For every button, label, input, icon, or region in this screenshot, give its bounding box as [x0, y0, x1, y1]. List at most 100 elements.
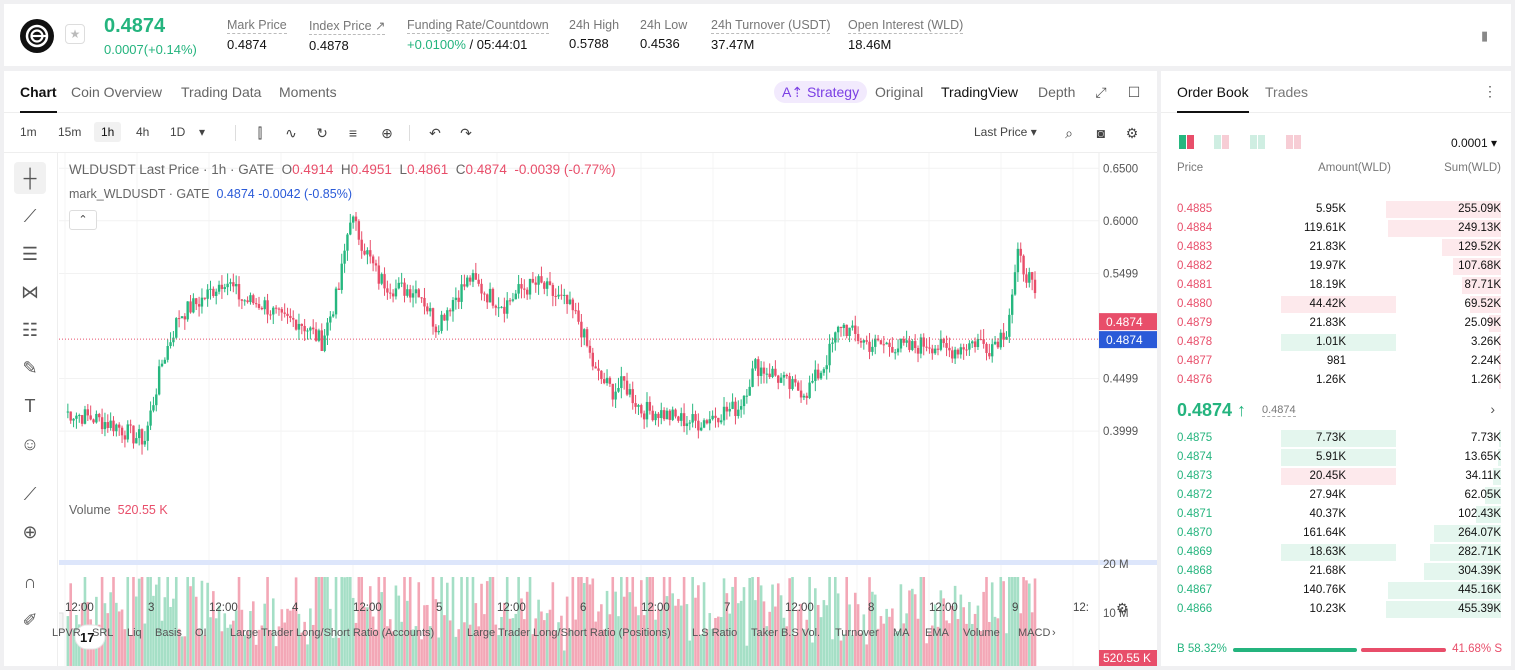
candle-type-icon[interactable]: ⫿: [257, 125, 263, 141]
camera-icon[interactable]: ◙: [1096, 125, 1106, 141]
bid-row[interactable]: 0.4875 7.73K 7.73K: [1161, 429, 1511, 448]
view-both-icon[interactable]: [1179, 135, 1195, 149]
ask-row[interactable]: 0.4876 1.26K 1.26K: [1161, 371, 1511, 390]
horizontal-lines-icon[interactable]: ☰: [21, 244, 39, 264]
template-icon[interactable]: ≡: [348, 125, 358, 141]
timeframe-4h[interactable]: 4h: [136, 125, 150, 139]
indicator-3[interactable]: Basis: [155, 627, 182, 639]
ask-row[interactable]: 0.4877 981 2.24K: [1161, 352, 1511, 371]
collapse-legend-button[interactable]: ⌃: [69, 210, 97, 230]
guide-book-icon[interactable]: ▮: [1481, 28, 1489, 43]
expand-icon[interactable]: ⤢: [1095, 84, 1107, 100]
indicator-8[interactable]: Taker B.S Vol.: [751, 627, 821, 639]
indicator-0[interactable]: LPVR: [52, 627, 81, 639]
chevron-right-icon[interactable]: ›: [1490, 401, 1495, 417]
fib-icon[interactable]: ☷: [21, 320, 39, 340]
window-icon[interactable]: ☐: [1127, 84, 1141, 100]
indicator-2[interactable]: Liq: [127, 627, 142, 639]
timeframe-1h[interactable]: 1h: [94, 122, 122, 142]
settings-gear-icon[interactable]: ⚙: [1125, 125, 1139, 141]
pattern-icon[interactable]: ⋈: [21, 282, 39, 302]
lock-edit-icon[interactable]: ✐: [22, 610, 38, 630]
indicator-1[interactable]: SRL: [92, 627, 114, 639]
stat-label[interactable]: 24h Turnover (USDT): [711, 18, 831, 34]
indicator-11[interactable]: EMA: [925, 627, 949, 639]
tab-trades[interactable]: Trades: [1265, 84, 1309, 100]
stat-label[interactable]: Index Price ↗: [309, 19, 386, 35]
ask-row[interactable]: 0.4879 21.83K 25.09K: [1161, 314, 1511, 333]
ask-row[interactable]: 0.4883 21.83K 129.52K: [1161, 238, 1511, 257]
scroll-right-icon[interactable]: ›: [1052, 627, 1056, 639]
tab-original[interactable]: Original: [875, 84, 924, 100]
tab-order-book[interactable]: Order Book: [1177, 84, 1249, 113]
tab-coin-overview[interactable]: Coin Overview: [71, 84, 163, 100]
zoom-icon[interactable]: ⊕: [22, 522, 38, 542]
ask-row[interactable]: 0.4881 18.19K 87.71K: [1161, 276, 1511, 295]
bid-row[interactable]: 0.4873 20.45K 34.11K: [1161, 467, 1511, 486]
price-type-select[interactable]: Last Price ▾: [974, 125, 1037, 139]
bid-row[interactable]: 0.4870 161.64K 264.07K: [1161, 524, 1511, 543]
tab-moments[interactable]: Moments: [279, 84, 337, 100]
timeframe-1m[interactable]: 1m: [20, 125, 37, 139]
indicator-9[interactable]: Turnover: [835, 627, 879, 639]
trend-line-icon[interactable]: ⟋: [23, 206, 37, 226]
ask-row[interactable]: 0.4884 119.61K 249.13K: [1161, 219, 1511, 238]
view-bids-icon[interactable]: [1250, 135, 1266, 149]
candle-body: [78, 415, 81, 417]
indicator-4[interactable]: OI: [195, 627, 207, 639]
add-plus-icon[interactable]: ⊕: [381, 125, 393, 141]
ask-row[interactable]: 0.4878 1.01K 3.26K: [1161, 333, 1511, 352]
brush-icon[interactable]: ✎: [22, 358, 38, 378]
indicators-icon[interactable]: ∿: [285, 125, 297, 141]
stat-label[interactable]: Funding Rate/Countdown: [407, 18, 549, 34]
bid-row[interactable]: 0.4874 5.91K 13.65K: [1161, 448, 1511, 467]
candle-body: [862, 340, 866, 343]
candle-body: [274, 307, 278, 309]
tab-depth[interactable]: Depth: [1038, 84, 1076, 100]
redo-icon[interactable]: ↷: [460, 125, 472, 141]
volume-bar: [839, 640, 843, 666]
magnet-icon[interactable]: ∩: [23, 572, 37, 592]
crosshair-icon[interactable]: ┼: [14, 162, 46, 194]
view-sells-icon[interactable]: [1286, 135, 1302, 149]
candle-body: [925, 346, 928, 348]
price-chart[interactable]: 0.6500 0.6000 0.5499 0.4499 0.3999 20 M 10 M 0.…: [59, 153, 1157, 666]
bid-row[interactable]: 0.4872 27.94K 62.05K: [1161, 486, 1511, 505]
favorite-star-icon[interactable]: ★: [65, 24, 85, 44]
time-axis-settings-icon[interactable]: ⚙: [1116, 600, 1129, 616]
ask-row[interactable]: 0.4880 44.42K 69.52K: [1161, 295, 1511, 314]
precision-select[interactable]: 0.0001 ▾: [1450, 136, 1497, 150]
emoji-icon[interactable]: ☺: [20, 434, 40, 454]
indicator-13[interactable]: MACD: [1018, 627, 1051, 639]
indicator-5[interactable]: Large Trader Long/Short Ratio (Accounts): [230, 627, 435, 639]
volume-bar: [166, 577, 170, 666]
timeframe-15m[interactable]: 15m: [58, 125, 82, 139]
stat-label[interactable]: Mark Price: [227, 18, 287, 34]
compare-icon[interactable]: ↻: [316, 125, 328, 141]
tab-trading-data[interactable]: Trading Data: [181, 84, 262, 100]
indicator-12[interactable]: Volume: [963, 627, 1000, 639]
view-asks-icon[interactable]: [1214, 135, 1230, 149]
timeframe-1d[interactable]: 1D: [170, 125, 186, 139]
ask-row[interactable]: 0.4882 19.97K 107.68K: [1161, 257, 1511, 276]
text-icon[interactable]: T: [24, 396, 36, 416]
indicator-6[interactable]: Large Trader Long/Short Ratio (Positions…: [467, 627, 671, 639]
bid-row[interactable]: 0.4869 18.63K 282.71K: [1161, 543, 1511, 562]
bid-row[interactable]: 0.4871 40.37K 102.43K: [1161, 505, 1511, 524]
tab-chart[interactable]: Chart: [20, 84, 57, 113]
indicator-10[interactable]: MA: [893, 627, 910, 639]
more-vertical-icon[interactable]: ⋮: [1483, 83, 1497, 99]
bid-row[interactable]: 0.4868 21.68K 304.39K: [1161, 562, 1511, 581]
bid-row[interactable]: 0.4867 140.76K 445.16K: [1161, 581, 1511, 600]
tab-tradingview[interactable]: TradingView: [941, 84, 1019, 100]
strategy-button[interactable]: A⇡ Strategy: [774, 81, 868, 103]
indicator-7[interactable]: L.S Ratio: [692, 627, 738, 639]
ruler-icon[interactable]: ⟋: [23, 484, 37, 504]
candle-body: [794, 379, 797, 383]
undo-icon[interactable]: ↶: [429, 125, 441, 141]
search-icon[interactable]: ⌕: [1065, 125, 1073, 141]
timeframe-dropdown-icon[interactable]: ▾: [199, 125, 206, 139]
bid-row[interactable]: 0.4866 10.23K 455.39K: [1161, 600, 1511, 619]
stat-label[interactable]: Open Interest (WLD): [848, 18, 964, 34]
ask-row[interactable]: 0.4885 5.95K 255.09K: [1161, 200, 1511, 219]
